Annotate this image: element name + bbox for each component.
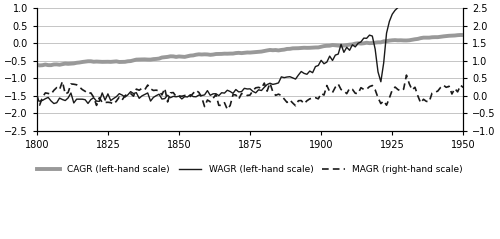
Legend: CAGR (left-hand scale), WAGR (left-hand scale), MAGR (right-hand scale): CAGR (left-hand scale), WAGR (left-hand … xyxy=(34,162,467,178)
